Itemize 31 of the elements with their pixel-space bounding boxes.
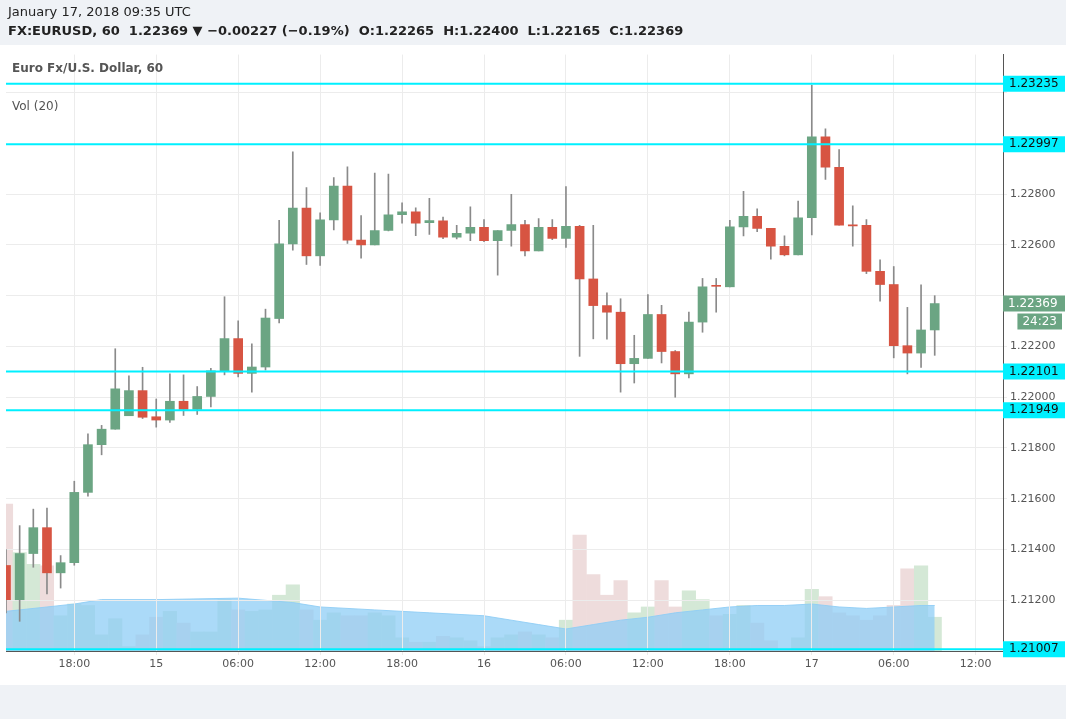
ref-line-label: 1.21007 (1009, 641, 1059, 656)
ref-line-label: 1.22997 (1009, 136, 1059, 151)
x-tick-label: 12:00 (632, 657, 664, 671)
chart-title: January 17, 2018 09:35 UTC (8, 4, 192, 19)
x-tick-label: 18:00 (58, 657, 91, 671)
y-tick-label: 1.22800 (1010, 187, 1056, 201)
text: 24:23 (1022, 313, 1058, 328)
x-tick-label: 17 (804, 657, 819, 671)
y-tick-label: 1.22200 (1010, 339, 1056, 353)
ref-line-label: 1.23235 (1009, 75, 1059, 90)
ref-line-label: 1.21949 (1009, 402, 1059, 417)
y-tick-label: 1.21400 (1010, 542, 1056, 556)
ref-line-label: 1.22101 (1009, 363, 1059, 378)
x-tick-label: 12:00 (959, 657, 992, 671)
x-tick-label: 06:00 (550, 657, 582, 671)
y-tick-label: 1.22600 (1010, 237, 1056, 251)
text: 1.22369 (1008, 295, 1058, 310)
x-tick-label: 06:00 (222, 657, 255, 671)
x-tick-label: 16 (477, 657, 492, 671)
chart-subtitle: FX:EURUSD, 60 1.22369 ▼ −0.00227 (−0.19%) O:1.22265 H:1.22400 L:1.22165 C:1.22369 (8, 23, 685, 38)
annotation: Euro Fx/U.S. Dollar, 60 (12, 60, 164, 75)
y-tick-label: 1.21200 (1010, 593, 1056, 607)
x-tick-label: 18:00 (386, 657, 418, 671)
y-tick-label: 1.21800 (1010, 440, 1056, 454)
annotation: Vol (20) (12, 99, 59, 114)
x-tick-label: 18:00 (714, 657, 746, 671)
y-tick-label: 1.22000 (1010, 390, 1056, 404)
y-tick-label: 1.21600 (1010, 491, 1056, 505)
x-tick-label: 06:00 (877, 657, 910, 671)
x-tick-label: 12:00 (304, 657, 336, 671)
x-tick-label: 15 (149, 657, 164, 671)
